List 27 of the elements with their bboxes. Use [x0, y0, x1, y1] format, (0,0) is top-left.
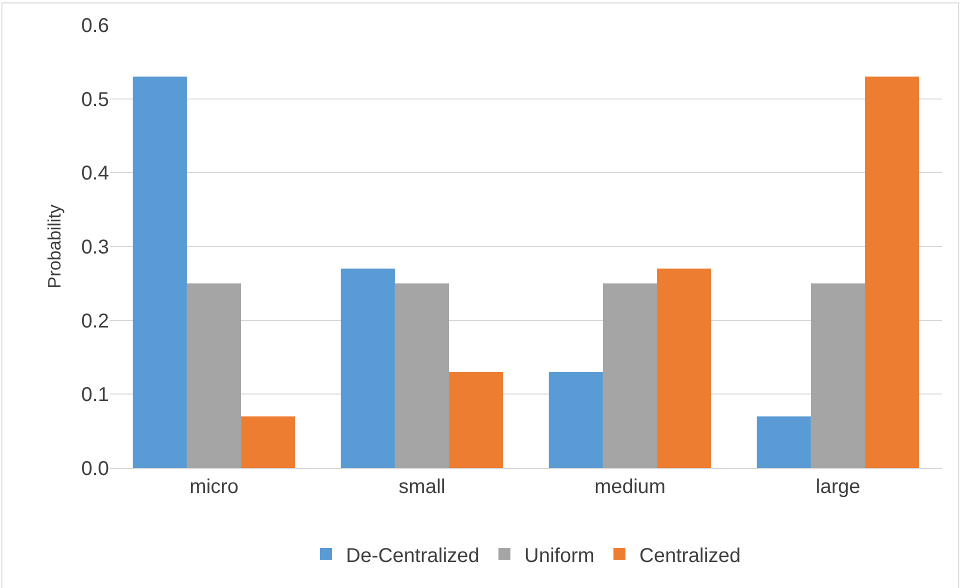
bar	[340, 268, 395, 468]
y-tick-label: 0.3	[81, 236, 109, 258]
bar	[657, 268, 712, 468]
bar	[548, 372, 603, 468]
legend-label: De-Centralized	[346, 544, 480, 567]
x-tick-label: medium	[594, 476, 666, 498]
bar	[756, 416, 811, 468]
bar	[132, 76, 187, 468]
bar	[394, 283, 450, 468]
x-tick-label: small	[398, 476, 446, 498]
y-tick-label: 0.0	[81, 458, 109, 480]
x-tick-label: micro	[190, 476, 238, 498]
y-tick-label: 0.5	[81, 88, 109, 111]
y-axis-title: Probability	[44, 204, 64, 289]
y-tick-label: 0.1	[81, 384, 109, 406]
y-tick-label: 0.2	[81, 310, 109, 332]
legend-label: Uniform	[524, 544, 594, 567]
bar	[865, 76, 920, 468]
y-tick-label: 0.6	[81, 15, 109, 37]
bar	[602, 283, 658, 468]
bar	[449, 372, 504, 468]
bar	[241, 416, 296, 468]
legend-label: Centralized	[639, 544, 741, 567]
bar	[810, 283, 866, 468]
x-tick-label: large	[816, 476, 860, 498]
y-tick-label: 0.4	[81, 162, 109, 185]
bar	[186, 283, 242, 468]
